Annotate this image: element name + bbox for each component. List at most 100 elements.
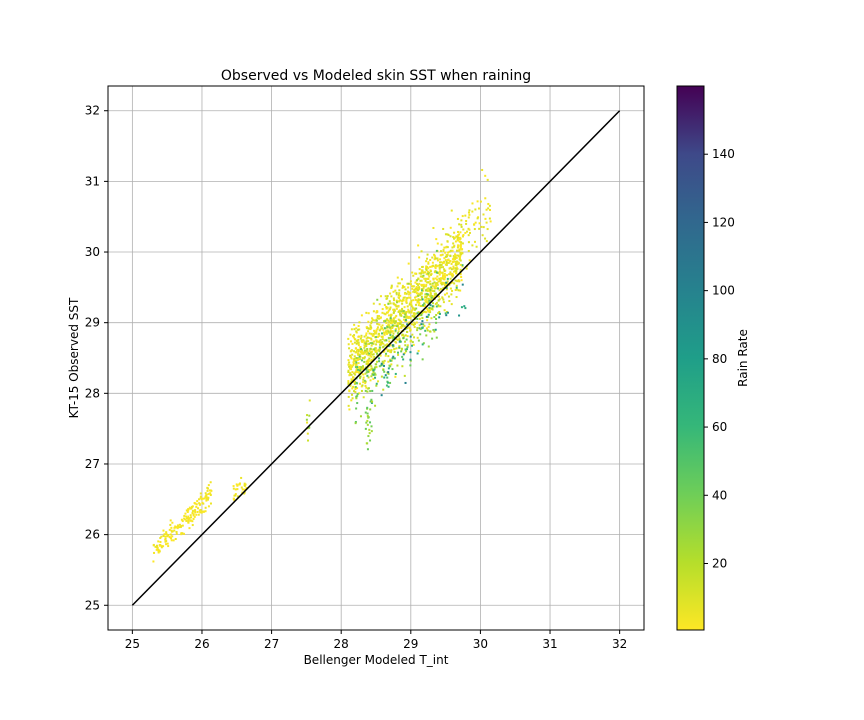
scatter-point [426,281,429,284]
scatter-point [355,369,358,372]
scatter-point [451,249,454,252]
scatter-point [377,340,380,343]
scatter-point [450,262,453,265]
scatter-point [356,368,359,371]
scatter-point [461,265,464,268]
scatter-point [392,319,395,322]
scatter-point [199,497,202,500]
scatter-point [243,488,246,491]
scatter-point [481,168,484,171]
scatter-point [438,312,441,315]
scatter-point [449,235,452,238]
colorbar-label: Rain Rate [736,329,750,387]
scatter-point [359,346,362,349]
scatter-point [375,311,378,314]
scatter-point [473,228,476,231]
scatter-point [207,505,210,508]
scatter-point [400,326,403,329]
scatter-point [449,266,452,269]
scatter-point [191,524,194,527]
scatter-point [398,289,401,292]
scatter-point [401,325,404,328]
scatter-point [445,281,448,284]
scatter-point [354,422,357,425]
scatter-point [392,317,395,320]
scatter-point [389,358,392,361]
scatter-point [238,483,241,486]
scatter-point [443,278,446,281]
scatter-point [386,330,389,333]
scatter-point [202,510,205,513]
scatter-point [437,305,440,308]
scatter-point [182,532,185,535]
scatter-point [380,375,383,378]
scatter-point [398,345,401,348]
scatter-point [372,377,375,380]
scatter-point [444,255,447,258]
scatter-point [403,335,406,338]
scatter-point [459,253,462,256]
scatter-point [160,546,163,549]
scatter-point [353,372,356,375]
scatter-point [196,510,199,513]
scatter-point [180,525,183,528]
scatter-point [408,311,411,314]
scatter-point [369,347,372,350]
scatter-point [375,319,378,322]
scatter-point [417,349,420,352]
scatter-point [379,339,382,342]
scatter-point [410,311,413,314]
scatter-point [458,240,461,243]
scatter-point [389,331,392,334]
scatter-point [393,324,396,327]
scatter-point [354,347,357,350]
scatter-point [477,207,480,210]
scatter-point [454,256,457,259]
scatter-point [432,277,435,280]
scatter-point [425,289,428,292]
scatter-point [392,345,395,348]
scatter-point [461,215,464,218]
scatter-point [308,414,311,417]
scatter-point [429,311,432,314]
scatter-point [357,325,360,328]
scatter-point [370,365,373,368]
scatter-point [398,339,401,342]
scatter-point [354,371,357,374]
scatter-point [443,272,446,275]
scatter-point [468,213,471,216]
scatter-point [367,387,370,390]
scatter-point [434,302,437,305]
scatter-point [395,307,398,310]
scatter-point [418,314,421,317]
scatter-point [157,551,160,554]
scatter-point [347,380,350,383]
scatter-point [485,240,488,243]
scatter-point [173,529,176,532]
scatter-point [359,377,362,380]
scatter-point [429,304,432,307]
scatter-point [187,508,190,511]
scatter-point [431,261,434,264]
scatter-point [454,279,457,282]
scatter-point [371,367,374,370]
scatter-point [366,419,369,422]
scatter-point [381,308,384,311]
scatter-point [439,305,442,308]
scatter-point [405,338,408,341]
scatter-point [379,295,382,298]
scatter-point [206,498,209,501]
scatter-point [181,520,184,523]
scatter-point [425,257,428,260]
scatter-point [400,314,403,317]
scatter-point [441,271,444,274]
scatter-point [400,324,403,327]
scatter-point [369,400,372,403]
scatter-point [411,271,414,274]
scatter-point [207,484,210,487]
scatter-point [164,535,167,538]
scatter-point [435,265,438,268]
scatter-point [414,287,417,290]
scatter-point [451,272,454,275]
scatter-point [384,313,387,316]
